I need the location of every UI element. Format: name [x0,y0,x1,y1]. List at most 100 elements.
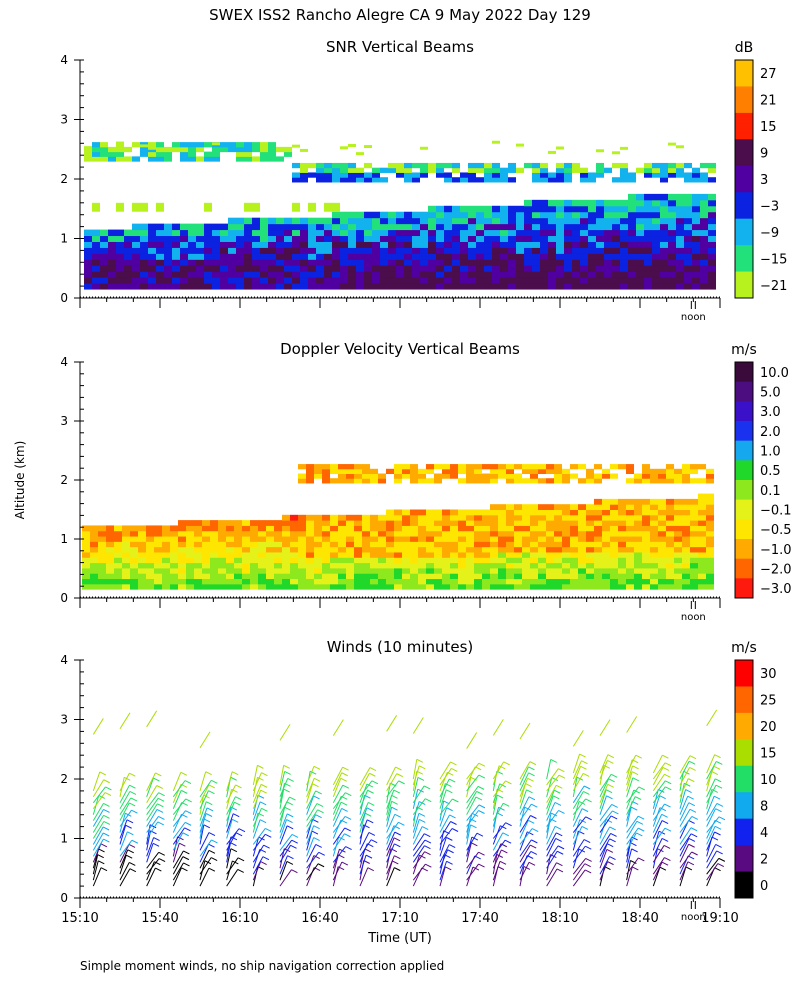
velocity-cell [202,562,210,569]
wind-barb [206,801,213,806]
snr-cell [572,229,580,237]
snr-cell [572,253,580,260]
velocity-cell [698,478,706,484]
snr-cell [148,253,156,260]
velocity-cell [330,546,338,553]
velocity-cell [402,583,410,590]
velocity-cell [98,546,106,553]
velocity-cell [498,509,506,516]
snr-cell [588,199,596,207]
snr-cell [204,241,212,248]
velocity-cell [570,473,578,479]
velocity-cell [154,557,162,564]
velocity-cell [490,525,498,532]
y-tick-label: 3 [60,113,68,127]
velocity-cell [394,578,402,585]
wind-barb [291,869,298,874]
snr-cell [700,283,708,290]
snr-cell [212,253,220,260]
velocity-cell [626,578,634,585]
velocity-cell [162,541,170,548]
snr-cell [532,259,540,266]
snr-cell [692,247,700,254]
snr-cell [108,146,116,153]
velocity-cell [162,530,170,537]
velocity-cell [370,573,378,580]
snr-cell [260,283,268,290]
wind-barb [312,783,319,788]
snr-cell [308,202,316,212]
snr-cell [700,229,708,237]
snr-cell [292,265,300,272]
snr-cell [388,167,396,173]
snr-cell [692,217,700,225]
snr-cell [572,199,580,207]
snr-cell [588,172,596,178]
velocity-cell [258,562,266,569]
velocity-cell [706,525,714,532]
snr-cell [244,217,252,225]
snr-cell [476,217,484,225]
velocity-cell [306,573,314,580]
snr-cell [236,146,244,153]
snr-cell [108,283,116,290]
snr-cell [652,193,660,201]
snr-cell [644,229,652,237]
snr-cell [492,253,500,260]
wind-barb [519,789,527,809]
snr-cell [300,253,308,260]
snr-cell [508,177,516,183]
wind-barb [92,854,99,875]
snr-cell [468,205,476,213]
snr-cell [596,235,604,242]
snr-cell [396,277,404,284]
velocity-cell [346,583,354,590]
snr-cell [356,277,364,284]
snr-cell [212,151,220,157]
wind-barb [158,815,165,820]
snr-cell [292,271,300,278]
snr-cell [404,167,412,173]
colorbar-label: 20 [760,720,777,735]
snr-cell [460,241,468,248]
snr-cell [508,259,516,266]
velocity-cell [330,557,338,564]
velocity-cell [602,562,610,569]
snr-cell [620,265,628,272]
velocity-cell [674,578,682,585]
velocity-cell [474,530,482,537]
snr-cell [356,217,364,225]
wind-barb [689,755,697,760]
wind-barb [210,857,218,862]
snr-cell [220,142,228,148]
wind-barb [231,771,239,776]
wind-barb [679,789,687,809]
snr-cell [348,177,356,183]
wind-barb [716,850,723,855]
snr-cell [348,277,356,284]
snr-cell [708,205,716,213]
snr-cell [444,162,452,169]
wind-barb [585,845,592,850]
snr-cell [108,151,116,157]
velocity-cell [482,557,490,564]
wind-barb [706,789,713,809]
velocity-cell [538,509,546,516]
velocity-cell [394,536,402,542]
velocity-cell [378,583,386,590]
velocity-cell [434,514,442,521]
velocity-cell [346,468,354,475]
velocity-cell [626,464,634,470]
velocity-cell [474,562,482,569]
velocity-cell [370,578,378,585]
snr-cell [508,211,516,219]
snr-cell [484,283,492,290]
wind-barb [599,849,608,869]
wind-barb [129,802,136,807]
wind-barb [531,828,539,833]
velocity-cell [674,573,682,580]
wind-barb [685,789,692,793]
snr-cell [428,271,436,278]
velocity-cell [618,541,626,548]
snr-cell [628,283,636,290]
